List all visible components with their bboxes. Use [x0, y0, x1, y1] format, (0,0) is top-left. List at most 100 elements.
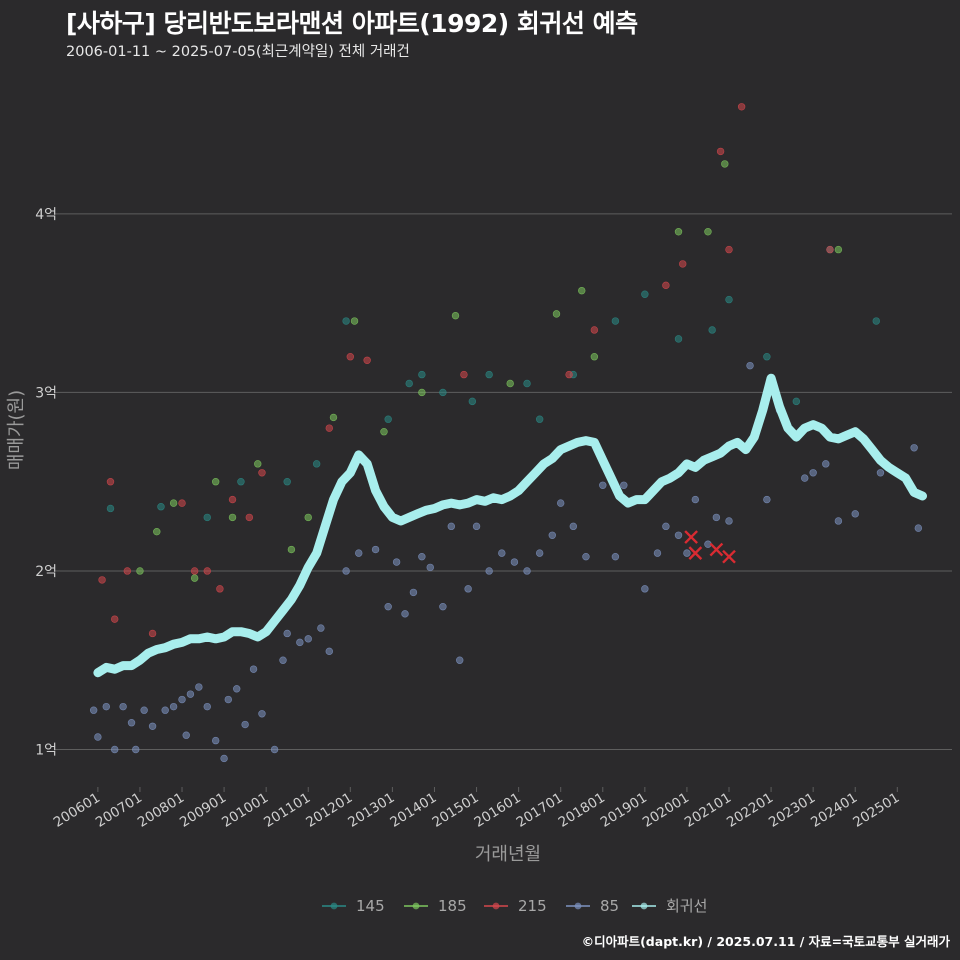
point-85: [725, 517, 733, 525]
point-85: [691, 495, 700, 504]
point-85: [611, 552, 620, 561]
point-85: [674, 531, 683, 539]
legend-label: 185: [438, 897, 467, 915]
point-85: [418, 552, 426, 561]
gridlines: [55, 213, 952, 792]
x-tick-label: 201701: [514, 790, 566, 831]
point-215: [346, 353, 355, 361]
y-axis-title: 매매가(원): [6, 390, 27, 470]
point-145: [312, 460, 321, 468]
point-145: [725, 295, 733, 304]
point-145: [384, 415, 392, 423]
x-tick-label: 201201: [303, 790, 355, 831]
point-145: [708, 326, 716, 334]
x-tick-label: 201801: [556, 790, 608, 831]
point-85: [148, 722, 157, 730]
point-215: [737, 103, 746, 111]
point-85: [401, 610, 409, 618]
cancelled-deal-marker: [709, 542, 724, 557]
point-215: [325, 424, 333, 432]
point-185: [329, 413, 338, 422]
point-215: [662, 281, 670, 290]
point-85: [296, 638, 304, 647]
point-85: [834, 517, 843, 525]
point-85: [119, 702, 127, 711]
x-tick-label: 201401: [387, 790, 439, 831]
point-215: [203, 567, 211, 575]
point-85: [498, 549, 506, 557]
point-85: [464, 585, 472, 593]
point-185: [350, 317, 359, 325]
x-tick-label: 200601: [51, 790, 103, 831]
point-85: [556, 499, 565, 507]
point-85: [801, 474, 809, 482]
point-85: [384, 602, 392, 611]
point-215: [590, 326, 599, 334]
point-85: [426, 563, 434, 572]
point-145: [157, 502, 165, 511]
legend-swatch-dot: [330, 902, 338, 910]
point-85: [683, 549, 691, 557]
point-85: [211, 736, 220, 745]
point-85: [582, 552, 590, 561]
point-85: [224, 695, 233, 704]
legend-label: 85: [600, 897, 619, 915]
point-185: [169, 499, 178, 507]
point-185: [380, 428, 388, 436]
point-85: [371, 545, 380, 554]
cancelled-deal-marker: [722, 549, 736, 564]
point-145: [674, 335, 683, 343]
x-tick-label: 200701: [93, 790, 145, 831]
point-185: [578, 286, 586, 295]
legend-item-145: 145: [322, 897, 385, 915]
page-title: [사하구] 당리반도보라맨션 아파트(1992) 회귀선 예측: [66, 9, 638, 38]
point-145: [439, 388, 447, 397]
point-215: [98, 576, 106, 584]
cancelled-deal-marker: [684, 530, 698, 544]
point-185: [834, 245, 843, 254]
point-145: [283, 478, 291, 486]
legend-item-185: 185: [404, 897, 467, 915]
legend-item-회귀선: 회귀선: [632, 897, 707, 915]
x-tick-label: 200901: [177, 790, 229, 831]
point-215: [148, 629, 157, 638]
x-tick-label: 201301: [345, 790, 397, 831]
point-215: [228, 495, 237, 504]
point-145: [485, 370, 493, 379]
regression-line-group: [93, 373, 927, 678]
point-185: [506, 379, 514, 388]
point-85: [178, 695, 186, 704]
regression-line: [93, 373, 927, 678]
point-145: [468, 397, 477, 406]
legend-item-85: 85: [566, 897, 619, 915]
x-tick-label: 202101: [682, 790, 734, 831]
point-85: [161, 706, 169, 714]
point-215: [258, 469, 266, 477]
point-85: [169, 702, 178, 711]
point-85: [249, 665, 258, 673]
source-credit: ©디아파트(dapt.kr) / 2025.07.11 / 자료=국토교통부 실…: [581, 934, 950, 949]
point-215: [178, 499, 186, 507]
point-145: [763, 353, 771, 361]
x-tick-label: 202201: [724, 790, 776, 831]
point-85: [317, 624, 325, 632]
point-85: [325, 647, 333, 656]
point-85: [620, 481, 628, 489]
axis-labels: 거래년월 매매가(원) 1억2억3억4억20060120070120080120…: [6, 207, 902, 865]
x-tick-label: 202401: [808, 790, 860, 831]
point-215: [716, 147, 725, 156]
point-85: [876, 469, 885, 477]
point-215: [363, 356, 371, 365]
point-85: [510, 558, 519, 566]
page-subtitle: 2006-01-11 ~ 2025-07-05(최근계약일) 전체 거래건: [66, 44, 410, 60]
point-185: [704, 228, 712, 236]
point-185: [228, 513, 237, 522]
point-85: [485, 567, 493, 575]
point-85: [641, 585, 649, 593]
point-85: [712, 513, 721, 522]
point-85: [851, 510, 859, 518]
point-85: [548, 531, 556, 539]
point-85: [132, 745, 140, 754]
x-tick-label: 202001: [640, 790, 692, 831]
